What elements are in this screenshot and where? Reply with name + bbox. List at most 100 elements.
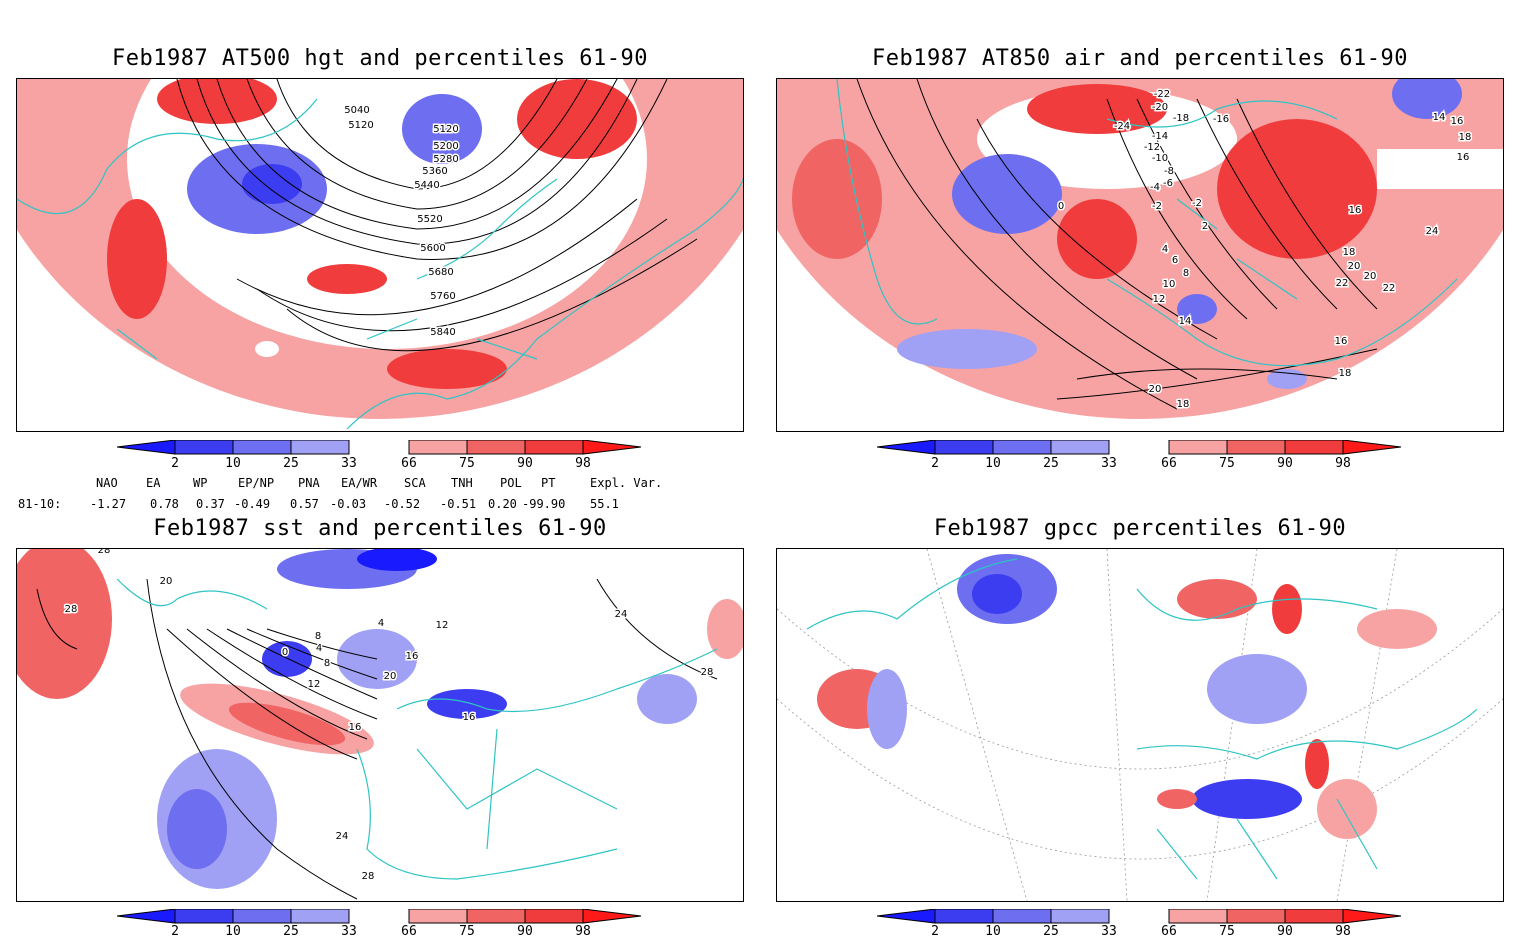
contour-label: 5840 (430, 327, 455, 338)
contour-label: 16 (1451, 116, 1464, 127)
colorbar-label: 90 (517, 456, 533, 471)
contour-label: 28 (362, 871, 375, 882)
contour-label: -2 (1192, 198, 1202, 209)
index-name: POL (500, 476, 522, 490)
contour-label: 4 (316, 643, 322, 654)
map-panel-air850: -22 -20 -18 -16 -24 -14 -12 -10 -8 -6 -4 -2 0 -2 2 4 6 8 1… (776, 78, 1504, 432)
colorbar-bottom-right: 2 10 25 33 66 75 90 98 (876, 908, 1402, 940)
colorbar-label: 25 (283, 924, 299, 939)
contour-label: 16 (1335, 336, 1348, 347)
index-name: Expl. Var. (590, 476, 663, 490)
contour-label: 5360 (422, 166, 447, 177)
colorbar-label: 33 (1101, 456, 1117, 471)
contour-label: -12 (1144, 142, 1160, 153)
colorbar-label: 90 (517, 924, 533, 939)
contour-label: -4 (1150, 182, 1160, 193)
colorbar-label: 66 (401, 924, 417, 939)
panel-title-sst: Feb1987 sst and percentiles 61-90 (153, 516, 607, 541)
index-value: -0.49 (234, 497, 271, 511)
contour-label: 24 (615, 609, 628, 620)
index-name: PT (541, 476, 556, 490)
contour-label: 0 (282, 647, 288, 658)
index-name: EP/NP (238, 476, 275, 490)
colorbar-label: 10 (225, 456, 241, 471)
contour-label: 5200 (433, 141, 458, 152)
contour-label: -16 (1213, 114, 1229, 125)
colorbar-label: 75 (459, 456, 475, 471)
colorbar-label: 66 (1161, 456, 1177, 471)
contour-label: 5680 (428, 267, 453, 278)
panel-title-hgt500: Feb1987 AT500 hgt and percentiles 61-90 (111, 46, 649, 71)
index-name: EA/WR (341, 476, 378, 490)
contour-label: 20 (1364, 271, 1377, 282)
colorbar-label: 90 (1277, 456, 1293, 471)
colorbar-label: 33 (341, 456, 357, 471)
contour-label: -6 (1163, 178, 1173, 189)
contour-label: 28 (701, 667, 714, 678)
index-value: -99.90 (522, 497, 566, 511)
index-value: -1.27 (90, 497, 127, 511)
contour-label: -24 (1114, 121, 1130, 132)
colorbar-label: 2 (171, 456, 179, 471)
contour-label: 12 (308, 679, 321, 690)
contour-label: 28 (98, 549, 111, 556)
contour-label: 24 (1426, 226, 1439, 237)
colorbar-label: 2 (171, 924, 179, 939)
contour-label: 16 (1457, 152, 1470, 163)
contour-label: -20 (1152, 102, 1168, 113)
colorbar-top-right-scale (876, 439, 1402, 455)
contour-label: 2 (1202, 221, 1208, 232)
index-name: EA (146, 476, 161, 490)
colorbar-label: 75 (1219, 456, 1235, 471)
index-value: 0.78 (150, 497, 179, 511)
contour-label: -10 (1152, 153, 1168, 164)
map-panel-sst: 28 28 24 28 20 16 12 8 4 0 4 8 12 16 20 16 24 28 (16, 548, 744, 902)
contour-label: 22 (1336, 278, 1349, 289)
contour-label: 5520 (417, 214, 442, 225)
contour-label: 16 (463, 712, 476, 723)
colorbar-label: 98 (575, 924, 591, 939)
index-name: TNH (451, 476, 473, 490)
colorbar-label: 66 (401, 456, 417, 471)
panel-title-gpcc: Feb1987 gpcc percentiles 61-90 (933, 516, 1347, 541)
index-value: 0.37 (196, 497, 225, 511)
panel-title-air850: Feb1987 AT850 air and percentiles 61-90 (871, 46, 1409, 71)
colorbar-top-left: 2 10 25 33 66 75 90 98 (116, 439, 642, 480)
colorbar-label: 25 (283, 456, 299, 471)
contour-label: 18 (1339, 368, 1352, 379)
contour-label: 5120 (348, 120, 373, 131)
index-value: 0.57 (290, 497, 319, 511)
contour-label: 20 (160, 576, 173, 587)
contour-label: 20 (384, 671, 397, 682)
colorbar-label: 75 (1219, 924, 1235, 939)
colorbar-label: 25 (1043, 456, 1059, 471)
contour-label: 0 (1058, 201, 1064, 212)
colorbar-bottom-right-scale (876, 908, 1402, 924)
colorbar-label: 75 (459, 924, 475, 939)
contour-label: 5760 (430, 291, 455, 302)
gpcc-map (777, 549, 1503, 901)
index-row-label: 81-10: (18, 497, 62, 511)
contour-label: 16 (349, 722, 362, 733)
contour-label: 8 (1183, 268, 1189, 279)
index-name: NAO (96, 476, 118, 490)
contour-label: 8 (324, 658, 330, 669)
contour-label: 4 (1162, 244, 1168, 255)
index-value: -0.03 (330, 497, 367, 511)
contour-label: 16 (1349, 205, 1362, 216)
colorbar-label: 90 (1277, 924, 1293, 939)
contour-label: 20 (1149, 384, 1162, 395)
map-panel-hgt500: 5040 5120 5120 5200 5280 5360 5440 5520 5600 5680… (16, 78, 744, 432)
contour-label: 6 (1172, 255, 1178, 266)
contour-label: 18 (1343, 247, 1356, 258)
colorbar-top-right: 2 10 25 33 66 75 90 98 (876, 439, 1402, 480)
contour-label: -22 (1154, 89, 1170, 100)
contour-label: 12 (1153, 294, 1166, 305)
contour-label: 18 (1177, 399, 1190, 410)
contour-label: 14 (1179, 316, 1192, 327)
index-name: PNA (298, 476, 320, 490)
contour-label: 10 (1163, 279, 1176, 290)
contour-label: 5440 (414, 180, 439, 191)
contour-label: 16 (406, 651, 419, 662)
